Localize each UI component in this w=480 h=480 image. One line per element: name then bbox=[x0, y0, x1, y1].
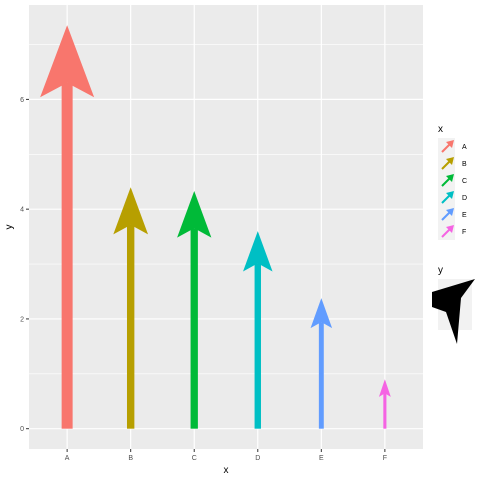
y-axis: 0 2 4 6 bbox=[20, 97, 29, 433]
arrow-A bbox=[40, 25, 95, 429]
legend-label: C bbox=[462, 178, 467, 185]
size-legend: y bbox=[432, 265, 475, 344]
minor-gridlines bbox=[29, 44, 423, 375]
arrow-shaft bbox=[254, 263, 261, 429]
legend-item-D: D bbox=[438, 189, 467, 206]
x-tick-label: E bbox=[319, 455, 324, 462]
x-axis-title: x bbox=[224, 465, 229, 476]
legend-item-F: F bbox=[438, 223, 466, 240]
arrow-head bbox=[113, 187, 149, 235]
arrow-E bbox=[310, 298, 333, 429]
arrow-shaft bbox=[61, 82, 73, 429]
legend-arrow-head bbox=[446, 208, 454, 216]
legend-label: A bbox=[462, 144, 467, 151]
arrow-head bbox=[40, 25, 95, 98]
arrow-shaft bbox=[190, 228, 198, 429]
legend-arrow-head bbox=[446, 174, 454, 182]
arrow-D bbox=[243, 231, 273, 429]
x-tick-label: A bbox=[65, 455, 70, 462]
arrow-head bbox=[243, 231, 273, 272]
x-axis: A B C D E F bbox=[65, 449, 387, 462]
arrow-F bbox=[378, 379, 391, 429]
y-axis-title: y bbox=[4, 225, 15, 230]
legend-item-E: E bbox=[438, 206, 467, 223]
y-tick-label: 6 bbox=[20, 97, 24, 104]
arrow-shaft bbox=[126, 224, 135, 429]
arrow-head bbox=[378, 379, 391, 397]
arrow-shaft bbox=[318, 322, 324, 429]
arrow-shaft bbox=[383, 393, 387, 429]
size-legend-arrow-icon bbox=[432, 279, 475, 344]
x-tick-label: D bbox=[255, 455, 260, 462]
y-tick-label: 2 bbox=[20, 316, 24, 323]
legend-label: F bbox=[462, 229, 466, 236]
color-legend-title: x bbox=[438, 124, 443, 135]
y-tick-label: 0 bbox=[20, 426, 24, 433]
color-legend: x A B C D E F bbox=[438, 124, 467, 240]
arrow-head bbox=[310, 298, 333, 329]
legend-arrow-head bbox=[446, 157, 454, 165]
legend-item-A: A bbox=[438, 138, 467, 155]
arrow-head bbox=[177, 191, 212, 238]
arrow-C bbox=[177, 191, 212, 429]
legend-label: B bbox=[462, 161, 467, 168]
x-tick-label: F bbox=[383, 455, 387, 462]
legend-item-C: C bbox=[438, 172, 467, 189]
plot-panel bbox=[29, 5, 423, 449]
legend-arrow-head bbox=[446, 225, 454, 233]
size-legend-title: y bbox=[438, 265, 443, 276]
legend-label: D bbox=[462, 195, 467, 202]
y-tick-label: 4 bbox=[20, 207, 24, 214]
arrow-marks bbox=[40, 25, 391, 429]
legend-item-B: B bbox=[438, 155, 467, 172]
legend-label: E bbox=[462, 212, 467, 219]
x-tick-label: C bbox=[192, 455, 197, 462]
legend-arrow-head bbox=[446, 140, 454, 148]
arrow-B bbox=[113, 187, 149, 429]
legend-arrow-head bbox=[446, 191, 454, 199]
x-tick-label: B bbox=[128, 455, 133, 462]
